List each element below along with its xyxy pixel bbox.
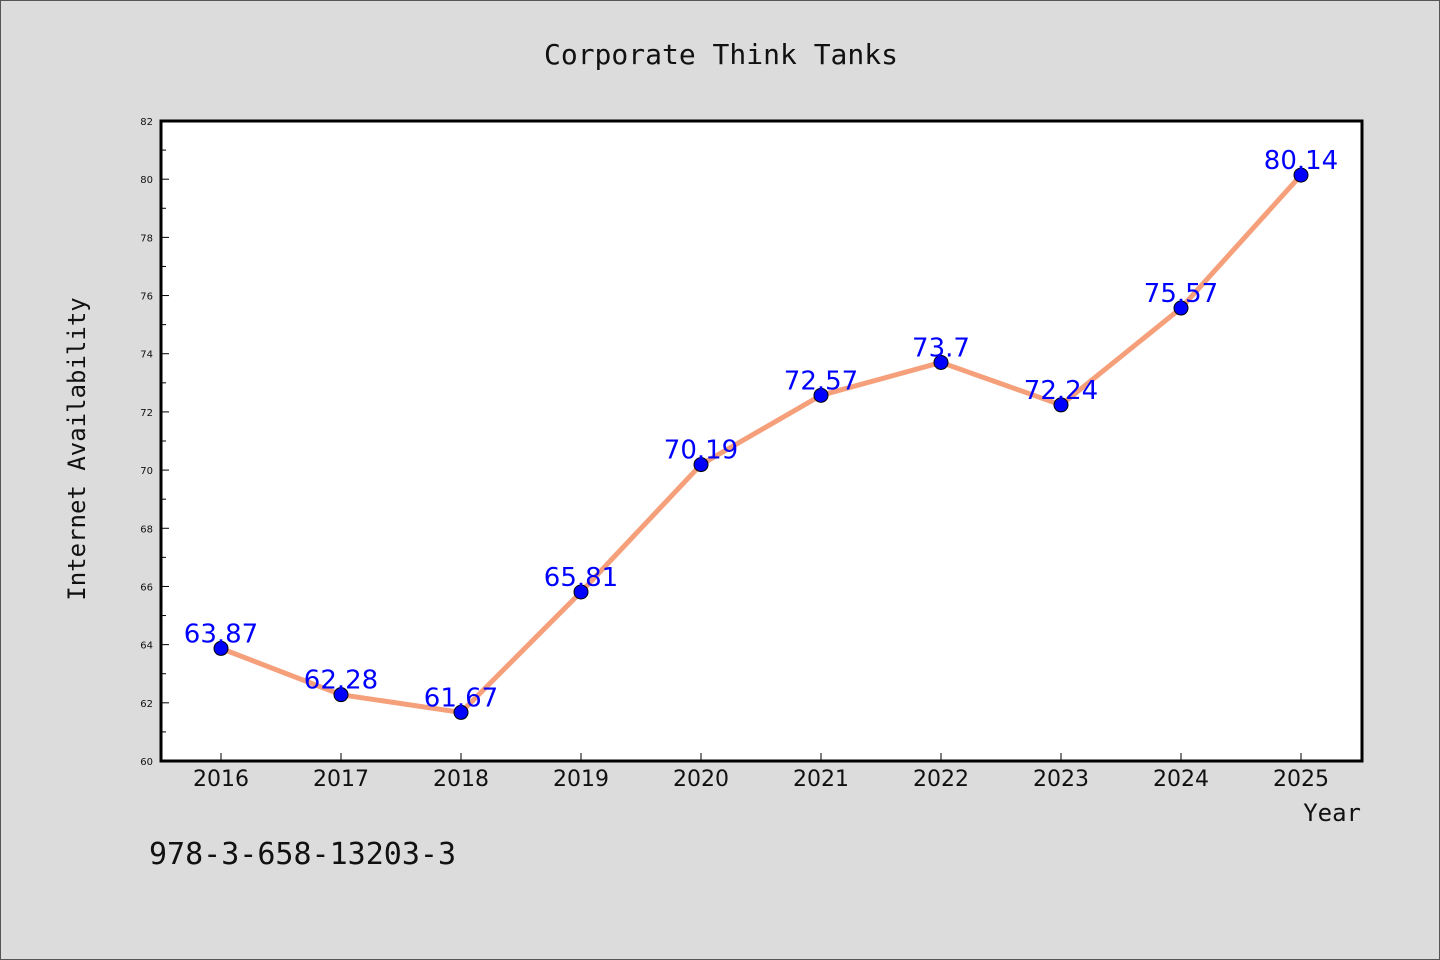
y-tick-label: 82	[140, 117, 153, 128]
series-line	[218, 172, 1304, 715]
data-label: 80.14	[1264, 146, 1338, 176]
data-point	[693, 457, 709, 473]
data-point	[453, 704, 469, 720]
data-point	[333, 687, 349, 703]
data-label: 70.19	[664, 436, 738, 466]
x-tick-label: 2021	[793, 767, 849, 792]
isbn-annotation: 978-3-658-13203-3	[149, 837, 456, 872]
plot-area	[161, 121, 1362, 761]
x-tick-label: 2025	[1273, 767, 1329, 792]
x-tick-label: 2019	[553, 767, 609, 792]
plot-frame	[159, 119, 1364, 763]
data-label: 63.87	[184, 619, 258, 649]
data-point	[573, 584, 589, 600]
data-label: 72.24	[1024, 376, 1098, 406]
x-tick-label: 2022	[913, 767, 969, 792]
data-point	[1293, 167, 1309, 183]
y-axis-label: Internet Availability	[63, 297, 91, 600]
series-layer	[213, 167, 1309, 720]
data-labels: 63.87 62.28 61.67 65.81 70.19 72.57 73.7 72.24 7…	[184, 146, 1338, 713]
y-tick-label: 66	[140, 582, 153, 593]
data-point	[813, 387, 829, 403]
data-label: 72.57	[784, 366, 858, 396]
x-tick-label: 2018	[433, 767, 489, 792]
x-tick-label: 2017	[313, 767, 369, 792]
data-point	[933, 354, 949, 370]
data-point	[1053, 397, 1069, 413]
x-tick-label: 2024	[1153, 767, 1209, 792]
data-label: 73.7	[912, 333, 970, 363]
y-tick-label: 80	[140, 175, 153, 186]
data-label: 75.57	[1144, 279, 1218, 309]
x-tick-label: 2016	[193, 767, 249, 792]
data-label: 61.67	[424, 683, 498, 713]
y-tick-label: 70	[140, 466, 153, 477]
x-axis: 2016 2017 2018 2019 2020 2021 2022 2023 2024 2025	[193, 753, 1329, 792]
chart-title: Corporate Think Tanks	[544, 38, 898, 71]
data-label: 62.28	[304, 666, 378, 696]
y-tick-label: 72	[140, 408, 153, 419]
x-tick-label: 2023	[1033, 767, 1089, 792]
data-point	[1173, 300, 1189, 316]
x-tick-label: 2020	[673, 767, 729, 792]
y-tick-label: 74	[140, 350, 153, 361]
y-tick-label: 78	[140, 233, 153, 244]
y-tick-label: 68	[140, 524, 153, 535]
x-axis-label: Year	[1303, 799, 1361, 827]
data-label: 65.81	[544, 563, 618, 593]
y-tick-label: 76	[140, 292, 153, 303]
y-tick-label: 64	[140, 641, 153, 652]
y-tick-label: 62	[140, 699, 153, 710]
y-tick-label: 60	[140, 757, 153, 768]
data-point	[213, 640, 229, 656]
